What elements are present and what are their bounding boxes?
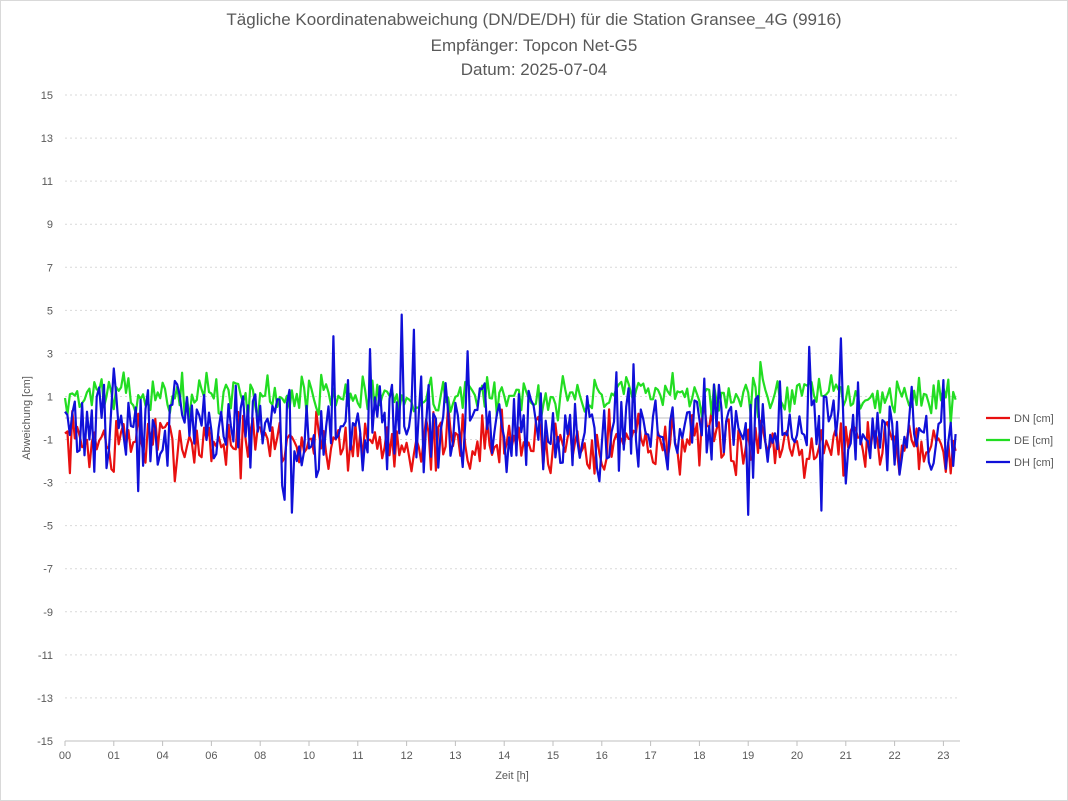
y-tick-label: 13 (41, 133, 53, 145)
x-tick-label: 17 (644, 750, 656, 762)
y-tick-label: 15 (41, 90, 53, 102)
x-tick-label: 04 (156, 750, 168, 762)
chart-title-line-3: Datum: 2025-07-04 (460, 60, 608, 79)
x-tick-label: 22 (888, 750, 900, 762)
chart-title-line-1: Tägliche Koordinatenabweichung (DN/DE/DH… (226, 10, 842, 29)
y-tick-label: -5 (43, 521, 53, 533)
x-tick-label: 23 (937, 750, 949, 762)
x-tick-label: 21 (840, 750, 852, 762)
y-tick-label: 9 (47, 219, 53, 231)
x-tick-label: 06 (205, 750, 217, 762)
x-tick-label: 11 (352, 750, 363, 762)
x-tick-label: 00 (59, 750, 71, 762)
grid-lines (65, 94, 960, 742)
y-tick-label: -9 (43, 607, 53, 619)
y-tick-label: 3 (47, 348, 53, 360)
series-line-3 (64, 313, 957, 516)
legend-entry: DH [cm] (1014, 457, 1054, 469)
x-tick-label: 01 (108, 750, 120, 762)
y-tick-label: 5 (47, 305, 53, 317)
y-tick-label: -3 (43, 478, 53, 490)
y-tick-label: -15 (37, 736, 53, 748)
y-tick-label: -7 (43, 564, 53, 576)
x-tick-label: 12 (400, 750, 412, 762)
x-tick-label: 10 (303, 750, 315, 762)
legend: DN [cm] DE [cm] DH [cm] (986, 413, 1054, 469)
x-tick-label: 15 (547, 750, 559, 762)
x-tick-label: 08 (254, 750, 266, 762)
y-tick-label: 7 (47, 262, 53, 274)
x-tick-label: 13 (449, 750, 461, 762)
y-axis-ticks: 15 13 11 9 7 5 3 1 -1 -3 -5 -7 -9 -11 -13 -15 (37, 90, 53, 748)
y-tick-label: 11 (42, 176, 53, 188)
y-tick-label: 1 (47, 391, 53, 403)
x-tick-label: 20 (791, 750, 803, 762)
x-tick-label: 19 (742, 750, 754, 762)
legend-entry: DE [cm] (1014, 435, 1053, 447)
y-tick-label: -13 (37, 693, 53, 705)
y-axis-label: Abweichung [cm] (21, 376, 33, 460)
x-tick-label: 16 (596, 750, 608, 762)
x-axis-ticks: 00 01 04 06 08 10 11 12 13 14 15 16 17 18 19 20 21 22 23 (59, 741, 950, 762)
x-axis-label: Zeit [h] (495, 770, 529, 782)
y-tick-label: -11 (38, 650, 53, 662)
y-tick-label: -1 (43, 435, 53, 447)
series-lines (63, 313, 957, 516)
chart-title-line-2: Empfänger: Topcon Net-G5 (430, 36, 638, 55)
x-tick-label: 14 (498, 750, 510, 762)
legend-entry: DN [cm] (1014, 413, 1054, 425)
x-tick-label: 18 (693, 750, 705, 762)
